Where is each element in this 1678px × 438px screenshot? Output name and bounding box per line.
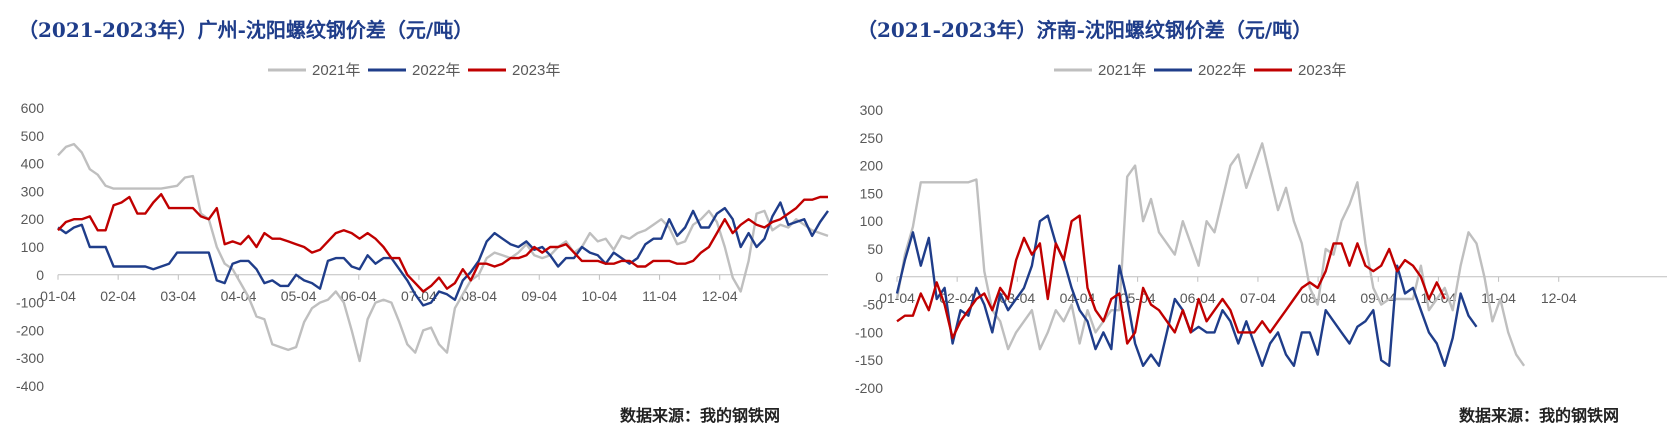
legend-label: 2023年: [1298, 62, 1346, 79]
y-tick-label: -50: [863, 297, 883, 313]
legend-item: 2022年: [1154, 62, 1246, 79]
y-tick-label: 600: [21, 100, 45, 116]
x-tick-label: 12-04: [1541, 290, 1577, 306]
x-tick-label: 01-04: [40, 288, 76, 304]
y-tick-label: 300: [860, 102, 884, 118]
x-tick-label: 12-04: [702, 288, 738, 304]
x-tick-label: 05-04: [281, 288, 317, 304]
source-note: 数据来源：我的钢铁网: [620, 406, 781, 425]
source-note: 数据来源：我的钢铁网: [1459, 406, 1620, 425]
legend-item: 2023年: [468, 62, 560, 79]
y-tick-label: -200: [16, 322, 44, 338]
series-line: [895, 142, 1526, 367]
legend-label: 2021年: [1098, 62, 1146, 79]
x-tick-label: 11-04: [642, 288, 677, 304]
series-line: [57, 142, 829, 363]
y-tick-label: -150: [855, 352, 883, 368]
y-tick-label: 100: [21, 239, 45, 255]
legend-label: 2022年: [1198, 62, 1246, 79]
y-tick-label: -400: [16, 378, 44, 394]
legend-label: 2021年: [312, 62, 360, 79]
y-tick-label: 0: [875, 269, 883, 285]
x-tick-label: 04-04: [1060, 290, 1096, 306]
y-tick-label: 300: [21, 183, 45, 199]
legend-label: 2023年: [512, 62, 560, 79]
x-tick-label: 06-04: [341, 288, 377, 304]
x-tick-label: 02-04: [100, 288, 136, 304]
x-tick-label: 07-04: [1240, 290, 1276, 306]
x-tick-label: 06-04: [1180, 290, 1216, 306]
y-tick-label: 100: [860, 213, 884, 229]
y-tick-label: 500: [21, 128, 45, 144]
y-tick-label: 250: [860, 130, 884, 146]
x-tick-label: 10-04: [582, 288, 618, 304]
legend-item: 2023年: [1254, 62, 1346, 79]
line-chart: 2021年 2022年 2023年 300 250 200 150 100 50 0 -50 -100…: [855, 62, 1667, 396]
legend-label: 2022年: [412, 62, 460, 79]
y-tick-label: 150: [860, 185, 884, 201]
x-tick-label: 04-04: [221, 288, 257, 304]
y-tick-label: 400: [21, 156, 45, 172]
y-tick-label: 0: [36, 267, 44, 283]
chart-title: （2021-2023年）广州-沈阳螺纹钢价差（元/吨）: [18, 18, 474, 42]
x-tick-label: 02-04: [939, 290, 975, 306]
y-tick-label: -200: [855, 380, 883, 396]
line-chart: 2021年 2022年 2023年 600 500 400 300 200 100 0 -100 -2…: [16, 62, 829, 394]
y-tick-label: 200: [21, 211, 45, 227]
chart-panel-right: （2021-2023年）济南-沈阳螺纹钢价差（元/吨） 2021年 2022年 20…: [839, 0, 1678, 438]
y-tick-label: -100: [16, 295, 44, 311]
legend: 2021年 2022年 2023年: [268, 62, 560, 79]
x-tick-label: 03-04: [160, 288, 196, 304]
legend: 2021年 2022年 2023年: [1054, 62, 1346, 79]
series-line: [57, 193, 828, 293]
series-line: [896, 214, 1446, 345]
chart-title: （2021-2023年）济南-沈阳螺纹钢价差（元/吨）: [857, 18, 1313, 42]
y-tick-label: -300: [16, 350, 44, 366]
y-tick-label: 50: [867, 241, 883, 257]
x-tick-label: 08-04: [461, 288, 497, 304]
legend-item: 2021年: [268, 62, 360, 79]
x-tick-label: 07-04: [401, 288, 437, 304]
y-tick-label: -100: [855, 324, 883, 340]
legend-item: 2022年: [368, 62, 460, 79]
legend-item: 2021年: [1054, 62, 1146, 79]
chart-panel-left: （2021-2023年）广州-沈阳螺纹钢价差（元/吨） 2021年 2022年 20…: [16, 18, 829, 425]
y-tick-label: 200: [860, 158, 884, 174]
series-line: [57, 201, 829, 307]
x-tick-label: 09-04: [521, 288, 557, 304]
